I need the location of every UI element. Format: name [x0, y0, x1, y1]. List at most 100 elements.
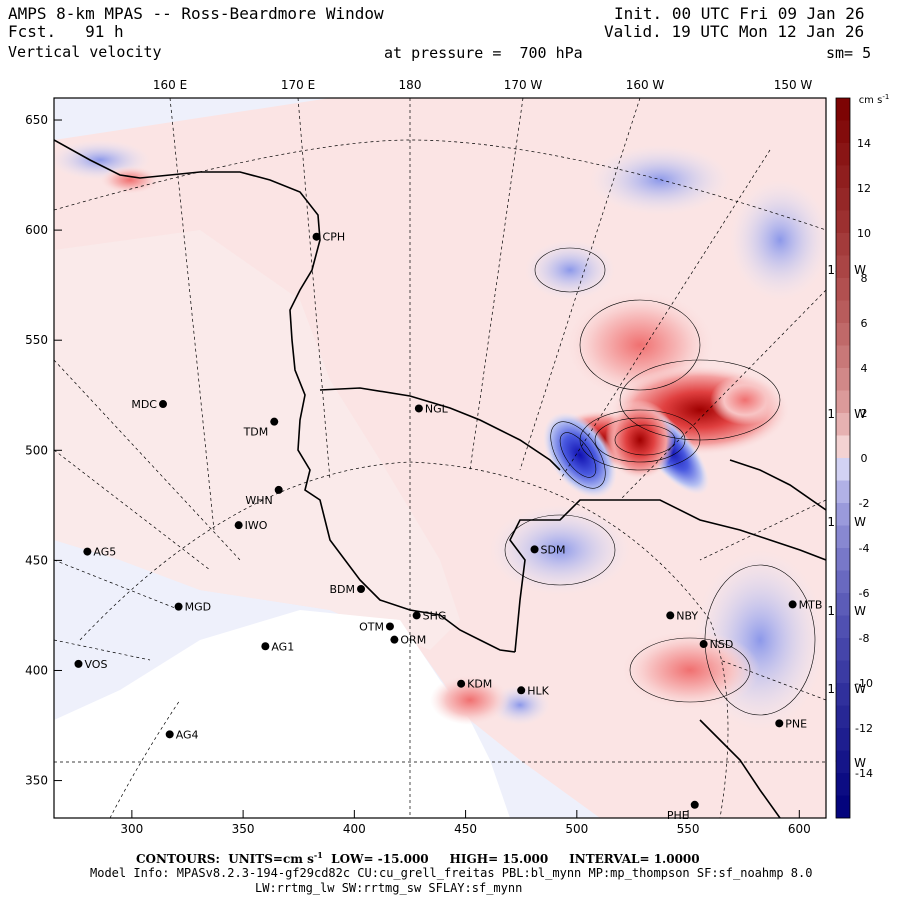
init-value: 00 UTC Fri 09 Jan 26	[671, 4, 865, 23]
colorbar-cell	[836, 210, 850, 234]
station-label: CPH	[323, 231, 346, 244]
graticule	[54, 98, 826, 818]
low-value: LOW= -15.000	[331, 852, 429, 866]
fcst-value: 91 h	[85, 22, 124, 41]
init-time: Init. 00 UTC Fri 09 Jan 26	[614, 5, 864, 23]
blue-patch	[730, 180, 826, 300]
station-label: MGD	[185, 601, 212, 614]
colorbar-label: -14	[855, 767, 873, 780]
station-dot	[775, 719, 784, 728]
y-axis-labels: 650 600 550 500 450 400 350	[25, 113, 48, 788]
colorbar-cell	[836, 525, 850, 549]
colorbar-cell	[836, 390, 850, 414]
units-label: UNITS=cm s	[228, 852, 314, 866]
station-label: TDM	[243, 426, 269, 439]
station-label: VOS	[84, 658, 107, 671]
valid-label: Valid.	[604, 22, 662, 41]
station-dot	[690, 800, 699, 809]
colorbar-cell	[836, 120, 850, 144]
smoothing: sm= 5	[826, 44, 872, 62]
x-tick-label: 450	[454, 822, 477, 836]
colorbar-label: -8	[859, 632, 870, 645]
map-title: AMPS 8-km MPAS -- Ross-Beardmore Window	[8, 4, 384, 23]
init-label: Init.	[614, 4, 663, 23]
x-tick-label: 350	[232, 822, 255, 836]
colorbar-cell	[836, 233, 850, 256]
colorbar-label: 2	[861, 407, 868, 420]
top-lon-label: 180	[399, 78, 422, 92]
contour-info: CONTOURS: UNITS=cm s-1 LOW= -15.000 HIGH…	[136, 850, 700, 866]
station-label: PNE	[785, 717, 807, 730]
station-dot	[357, 585, 366, 594]
station-dot	[385, 622, 394, 631]
colorbar-label: 8	[861, 272, 868, 285]
x-tick-label: 550	[677, 822, 700, 836]
colorbar-label: -10	[855, 677, 873, 690]
station-label: ORM	[400, 634, 426, 647]
y-tick-label: 650	[25, 113, 48, 127]
station-label: OTM	[359, 620, 384, 633]
pressure-value: 700 hPa	[519, 44, 583, 62]
colorbar-label: -12	[855, 722, 873, 735]
station-label: BDM	[330, 583, 356, 596]
station-label: MDC	[131, 398, 157, 411]
colorbar-label: -4	[859, 542, 870, 555]
station-dot	[457, 679, 466, 688]
station-label: IWO	[245, 519, 268, 532]
colorbar-cell	[836, 750, 850, 774]
y-tick-label: 450	[25, 553, 48, 567]
colorbar-label: 6	[861, 317, 868, 330]
colorbar-cell	[836, 368, 850, 391]
station-dot	[788, 600, 797, 609]
colorbar-cell	[836, 458, 850, 481]
axis-ticks	[54, 119, 800, 818]
model-info: Model Info: MPASv8.2.3-194-gf29cd82c CU:…	[90, 866, 813, 880]
colorbar-frame	[835, 97, 851, 819]
station-label: HLK	[527, 684, 549, 697]
station-dot	[159, 400, 168, 409]
station-dot	[274, 485, 283, 494]
contours-label: CONTOURS:	[136, 852, 220, 866]
station-dot	[412, 611, 421, 620]
colorbar-cell	[836, 278, 850, 301]
colorbar-units: cm s-1	[859, 93, 890, 106]
colorbar-cell	[836, 503, 850, 526]
station-dot	[530, 545, 539, 554]
y-tick-label: 350	[25, 774, 48, 788]
pressure-level: at pressure = 700 hPa	[384, 44, 583, 62]
strong-updraft	[605, 400, 675, 480]
colorbar-label: 0	[861, 452, 868, 465]
strong-downdraft	[543, 412, 617, 498]
station-label: AG4	[176, 728, 199, 741]
y-tick-label: 500	[25, 443, 48, 457]
x-axis-labels: 300 350 400 450 500 550 600	[120, 822, 810, 836]
station-label: AG5	[93, 546, 116, 559]
colorbar-label: 12	[857, 182, 871, 195]
x-tick-label: 300	[120, 822, 143, 836]
colorbar-cell	[836, 570, 850, 594]
station-label: MTB	[799, 598, 823, 611]
colorbar-label: -2	[859, 497, 870, 510]
station-dot	[666, 611, 675, 620]
station-dot	[174, 602, 183, 611]
colorbar-label: 10	[857, 227, 871, 240]
station-label: NSD	[710, 638, 734, 651]
interval-value: INTERVAL= 1.0000	[569, 852, 700, 866]
station-label: AG1	[271, 640, 294, 653]
colorbar-cell	[836, 728, 850, 751]
valid-time: Valid. 19 UTC Mon 12 Jan 26	[604, 23, 864, 41]
station-dot	[83, 547, 92, 556]
colorbar-cell	[836, 300, 850, 324]
colorbar-cell	[836, 660, 850, 684]
colorbar-label: -6	[859, 587, 870, 600]
station-dot	[234, 521, 243, 530]
colorbar-label: 14	[857, 137, 871, 150]
colorbar-cell	[836, 795, 850, 819]
colorbar-cell	[836, 705, 850, 729]
valid-value: 19 UTC Mon 12 Jan 26	[671, 22, 865, 41]
top-lon-label: 160 E	[153, 78, 187, 92]
top-lon-label: 170 E	[281, 78, 315, 92]
blue-patch	[525, 240, 615, 300]
forecast-hour: Fcst. 91 h	[8, 23, 124, 41]
